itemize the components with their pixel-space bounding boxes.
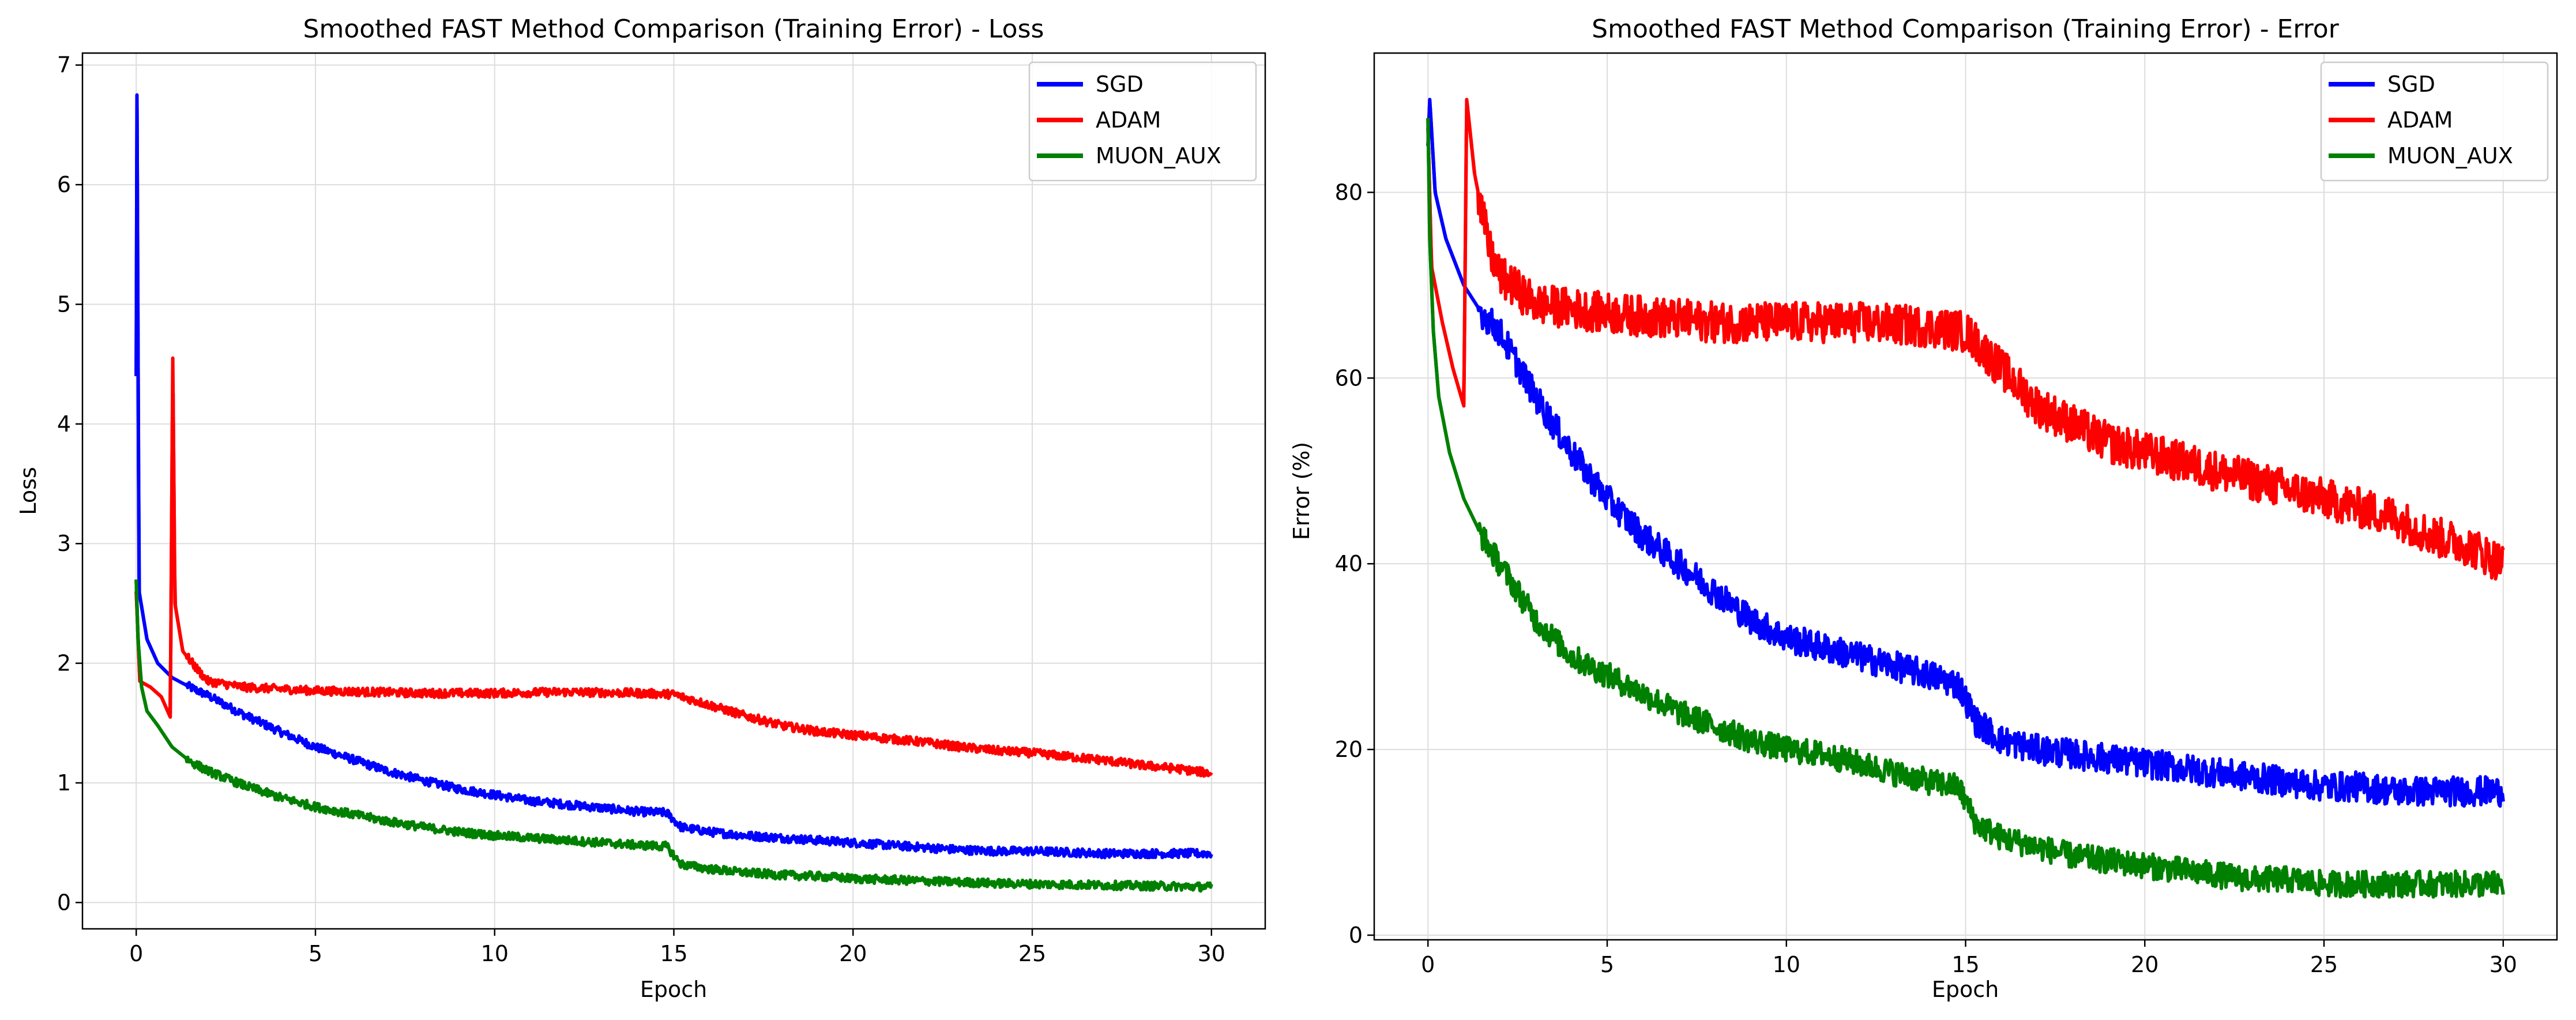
loss-y-tick-label: 4 xyxy=(57,411,71,437)
loss-legend-label-muon-aux: MUON_AUX xyxy=(1096,143,1221,168)
error-x-tick-label: 0 xyxy=(1421,952,1435,977)
error-y-tick-label: 40 xyxy=(1335,551,1363,576)
error-x-tick-label: 25 xyxy=(2310,952,2338,977)
loss-x-ticks: 0 5 10 15 20 25 30 xyxy=(129,929,1225,966)
loss-x-tick-label: 20 xyxy=(839,941,867,966)
loss-series-spike-sgd xyxy=(134,93,174,679)
error-y-ticks: 0 20 40 60 80 xyxy=(1335,179,1374,948)
loss-x-tick-label: 5 xyxy=(309,941,322,966)
loss-y-ticks: 0 1 2 3 4 5 6 7 xyxy=(57,52,82,915)
error-x-ticks: 0 5 10 15 20 25 30 xyxy=(1421,940,2517,977)
loss-grid xyxy=(82,53,1265,929)
error-y-tick-label: 20 xyxy=(1335,737,1363,762)
error-y-tick-label: 80 xyxy=(1335,179,1363,205)
error-legend-box xyxy=(2320,61,2549,182)
loss-legend: SGD ADAM MUON_AUX xyxy=(1028,61,1257,182)
error-x-tick-label: 15 xyxy=(1951,952,1979,977)
loss-x-tick-label: 25 xyxy=(1018,941,1046,966)
loss-legend-label-sgd: SGD xyxy=(1096,72,1144,97)
loss-y-tick-label: 2 xyxy=(57,651,71,676)
loss-y-axis-label: Loss xyxy=(16,467,41,515)
error-series xyxy=(1426,97,2505,899)
loss-x-tick-label: 10 xyxy=(481,941,509,966)
error-chart: 0 5 10 15 20 25 30 0 20 40 60 80 Smoothed FAST Met… xyxy=(1289,14,2558,1002)
error-y-tick-label: 60 xyxy=(1335,365,1363,391)
loss-chart-title: Smoothed FAST Method Comparison (Trainin… xyxy=(303,14,1044,44)
loss-series xyxy=(134,93,1213,893)
loss-series-line-sgd xyxy=(134,105,1213,860)
error-x-tick-label: 30 xyxy=(2489,952,2517,977)
loss-series-line-adam xyxy=(134,391,1213,778)
loss-series-line-muon-aux xyxy=(134,579,1213,893)
loss-legend-box xyxy=(1028,61,1257,182)
error-legend-label-sgd: SGD xyxy=(2387,72,2435,97)
error-series-spike-sgd xyxy=(1426,97,1466,286)
loss-y-tick-label: 3 xyxy=(57,531,71,556)
loss-x-tick-label: 30 xyxy=(1198,941,1225,966)
error-series-spike-muon-aux xyxy=(1426,118,1466,500)
loss-y-tick-label: 6 xyxy=(57,172,71,197)
error-y-tick-label: 0 xyxy=(1349,922,1363,948)
error-x-tick-label: 10 xyxy=(1773,952,1800,977)
error-chart-title: Smoothed FAST Method Comparison (Trainin… xyxy=(1592,14,2340,44)
error-series-line-sgd xyxy=(1426,104,2505,808)
loss-x-tick-label: 15 xyxy=(660,941,687,966)
error-y-axis-label: Error (%) xyxy=(1289,442,1314,540)
loss-chart: 0 5 10 15 20 25 30 0 1 2 3 4 5 6 7 Smoothed FAST Meth… xyxy=(16,14,1266,1002)
loss-x-axis-label: Epoch xyxy=(640,977,707,1002)
error-x-tick-label: 20 xyxy=(2131,952,2158,977)
error-x-axis-label: Epoch xyxy=(1932,977,1999,1002)
loss-y-tick-label: 0 xyxy=(57,890,71,915)
loss-y-tick-label: 1 xyxy=(57,770,71,796)
error-legend-label-adam: ADAM xyxy=(2387,107,2453,133)
loss-series-spike-muon-aux xyxy=(134,579,174,748)
error-legend-label-muon-aux: MUON_AUX xyxy=(2387,143,2513,168)
error-series-line-adam xyxy=(1426,102,2505,581)
error-series-line-muon-aux xyxy=(1426,118,2505,899)
loss-y-tick-label: 7 xyxy=(57,52,71,78)
loss-legend-label-adam: ADAM xyxy=(1096,107,1161,133)
loss-x-tick-label: 0 xyxy=(129,941,143,966)
error-legend: SGD ADAM MUON_AUX xyxy=(2320,61,2549,182)
loss-y-tick-label: 5 xyxy=(57,291,71,317)
error-x-tick-label: 5 xyxy=(1600,952,1614,977)
